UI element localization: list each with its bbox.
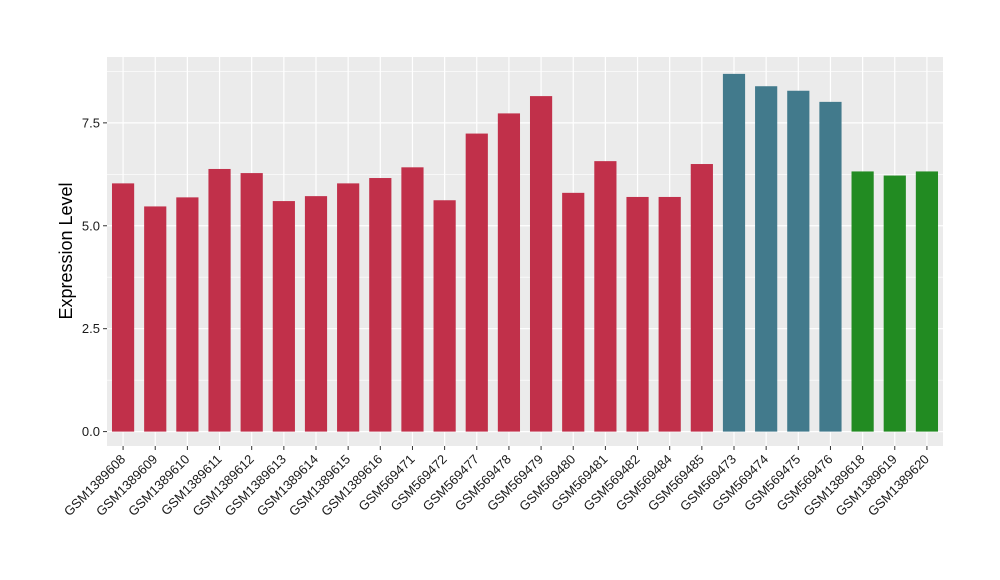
bar-GSM569471 xyxy=(401,167,424,432)
bar-GSM569484 xyxy=(658,196,681,432)
y-axis-title: Expression Level xyxy=(56,182,76,319)
y-tick-label: 7.5 xyxy=(82,115,100,130)
y-tick-label: 0.0 xyxy=(82,424,100,439)
bar-GSM569474 xyxy=(755,86,778,432)
y-axis-ticks: 0.0 2.5 5.0 7.5 xyxy=(82,115,107,439)
bar-GSM1389609 xyxy=(144,206,167,432)
bar-GSM1389613 xyxy=(272,201,295,432)
bar-GSM1389616 xyxy=(369,178,392,432)
bar-GSM569476 xyxy=(819,101,842,432)
bar-GSM569480 xyxy=(562,192,585,432)
bar-GSM1389614 xyxy=(304,196,328,432)
bars xyxy=(111,73,939,432)
bar-GSM1389608 xyxy=(111,183,135,432)
bar-GSM569473 xyxy=(722,73,746,432)
bar-GSM1389612 xyxy=(240,173,263,432)
plot-panel xyxy=(107,57,943,446)
bar-GSM1389611 xyxy=(208,168,231,432)
y-tick-label: 5.0 xyxy=(82,218,100,233)
bar-GSM1389615 xyxy=(337,183,360,432)
bar-GSM1389618 xyxy=(851,171,874,432)
bar-GSM569482 xyxy=(626,196,649,432)
bar-GSM1389620 xyxy=(915,171,939,432)
bar-GSM569475 xyxy=(787,90,810,432)
bar-GSM569478 xyxy=(497,113,521,432)
bar-GSM569485 xyxy=(690,164,713,432)
bar-GSM1389610 xyxy=(176,197,199,432)
x-axis-ticks: GSM1389608GSM1389609GSM1389610GSM1389611… xyxy=(61,446,932,519)
bar-GSM569477 xyxy=(465,133,488,432)
bar-GSM1389619 xyxy=(883,175,906,432)
bar-GSM569479 xyxy=(529,96,553,432)
bar-GSM569472 xyxy=(433,200,456,432)
y-tick-label: 2.5 xyxy=(82,321,100,336)
bar-GSM569481 xyxy=(594,161,617,432)
